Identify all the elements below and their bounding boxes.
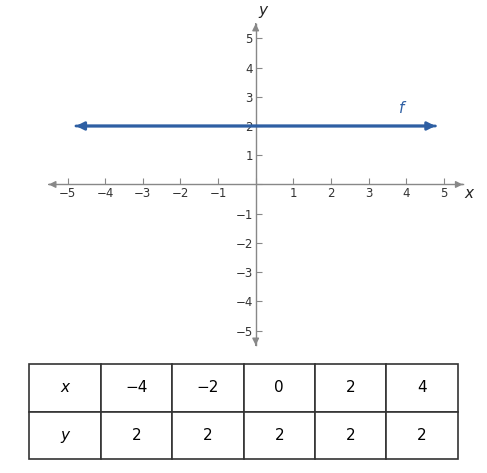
Text: x: x bbox=[465, 186, 473, 201]
Text: f: f bbox=[399, 101, 404, 116]
Text: y: y bbox=[259, 3, 268, 18]
